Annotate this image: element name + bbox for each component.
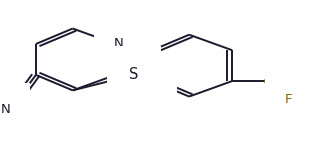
Text: N: N (0, 103, 10, 116)
Text: N: N (148, 76, 157, 89)
Text: F: F (285, 56, 293, 69)
Text: F: F (285, 93, 293, 106)
Text: N: N (114, 37, 123, 51)
Text: F: F (303, 75, 311, 88)
Text: S: S (129, 67, 139, 82)
